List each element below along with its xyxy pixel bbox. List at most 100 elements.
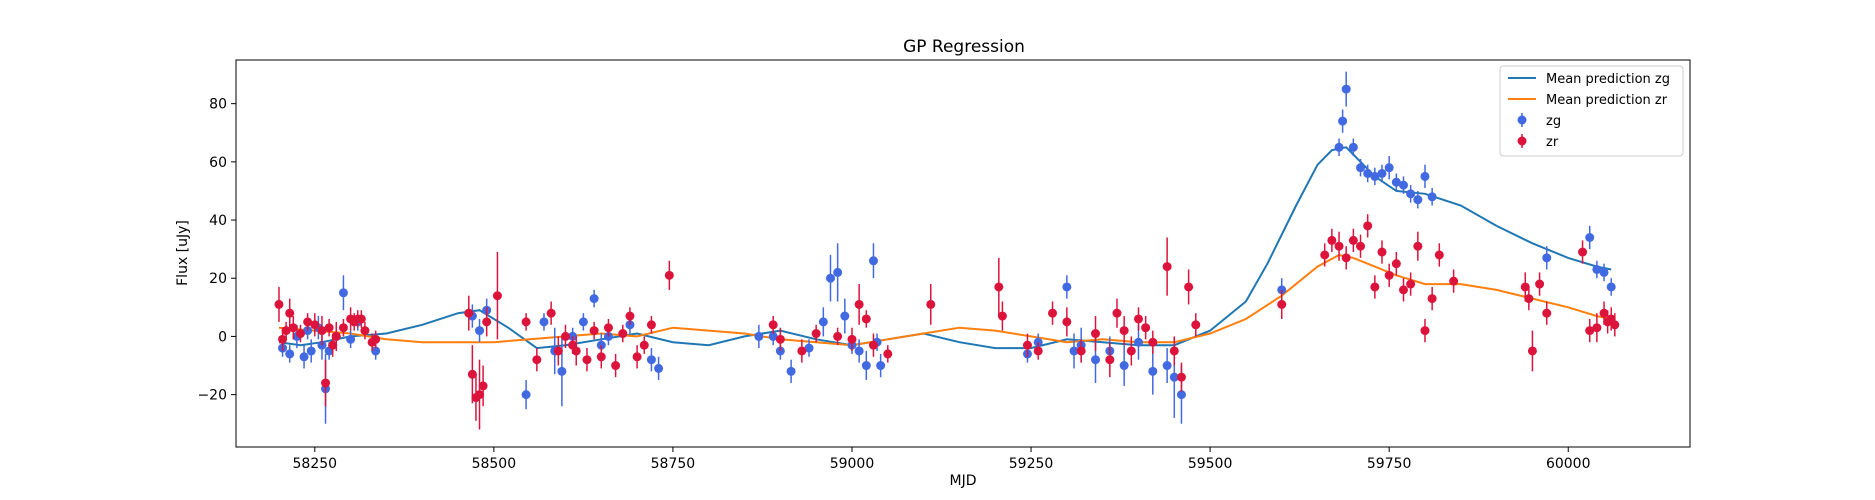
data-point: [1334, 241, 1344, 251]
data-point: [861, 314, 871, 324]
data-point: [1542, 253, 1552, 263]
data-point: [475, 326, 485, 336]
data-point: [1191, 320, 1201, 330]
data-point: [539, 317, 549, 327]
data-point: [876, 361, 886, 371]
data-point: [1370, 282, 1380, 292]
chart-title: GP Regression: [903, 37, 1025, 57]
data-point: [492, 291, 502, 301]
x-tick-label: 58250: [293, 456, 338, 472]
data-point: [532, 355, 542, 365]
data-point: [338, 323, 348, 333]
data-point: [775, 334, 785, 344]
data-point: [338, 288, 348, 298]
data-point: [1334, 142, 1344, 152]
data-point: [625, 311, 635, 321]
legend-label: Mean prediction zg: [1546, 72, 1670, 87]
y-axis: −20 0 20 40 60 80: [197, 97, 236, 404]
data-point: [997, 311, 1007, 321]
data-point: [639, 340, 649, 350]
y-tick-label: 60: [209, 155, 227, 171]
data-point: [818, 317, 828, 327]
data-point: [1069, 346, 1079, 356]
data-point: [1062, 282, 1072, 292]
y-tick-label: 0: [218, 329, 227, 345]
data-point: [833, 267, 843, 277]
data-point: [281, 326, 291, 336]
data-point: [994, 282, 1004, 292]
data-point: [578, 317, 588, 327]
series-points: [274, 71, 1620, 430]
legend-swatch: [1517, 136, 1527, 146]
data-point: [317, 326, 327, 336]
series-line-1: [278, 253, 1612, 347]
axes-frame: [235, 59, 1691, 448]
data-point: [1391, 177, 1401, 187]
data-point: [1592, 323, 1602, 333]
data-point: [1176, 390, 1186, 400]
legend-label: zg: [1546, 114, 1561, 129]
data-point: [310, 320, 320, 330]
data-point: [1524, 294, 1534, 304]
data-point: [1413, 195, 1423, 205]
data-point: [306, 346, 316, 356]
data-point: [1599, 267, 1609, 277]
data-point: [1169, 346, 1179, 356]
data-point: [1427, 294, 1437, 304]
data-point: [768, 320, 778, 330]
data-point: [1413, 241, 1423, 251]
data-point: [557, 366, 567, 376]
data-point: [560, 331, 570, 341]
data-point: [464, 308, 474, 318]
legend-box: [1499, 65, 1684, 157]
legend-swatch: [1517, 115, 1527, 125]
data-point: [1148, 366, 1158, 376]
x-tick-label: 58500: [472, 456, 517, 472]
data-point: [303, 317, 313, 327]
data-point: [328, 340, 338, 350]
data-point: [754, 331, 764, 341]
data-point: [1356, 163, 1366, 173]
data-point: [1363, 221, 1373, 231]
data-point: [360, 326, 370, 336]
data-point: [646, 355, 656, 365]
data-point: [1327, 235, 1337, 245]
data-point: [1105, 355, 1115, 365]
data-point: [1363, 168, 1373, 178]
data-point: [1176, 372, 1186, 382]
data-point: [1091, 355, 1101, 365]
data-point: [331, 331, 341, 341]
data-point: [1391, 259, 1401, 269]
data-point: [664, 270, 674, 280]
data-point: [1277, 299, 1287, 309]
data-point: [1141, 323, 1151, 333]
data-point: [646, 320, 656, 330]
data-point: [478, 381, 488, 391]
data-point: [1585, 326, 1595, 336]
x-tick-label: 59500: [1188, 456, 1233, 472]
data-point: [1585, 232, 1595, 242]
data-point: [883, 349, 893, 359]
data-point: [1033, 346, 1043, 356]
data-point: [274, 299, 284, 309]
data-point: [768, 331, 778, 341]
series-line-0: [278, 146, 1612, 350]
data-point: [571, 346, 581, 356]
data-point: [521, 390, 531, 400]
data-point: [1119, 326, 1129, 336]
data-point: [1320, 250, 1330, 260]
data-point: [1398, 285, 1408, 295]
data-point: [582, 355, 592, 365]
data-point: [1370, 171, 1380, 181]
y-tick-label: −20: [197, 388, 227, 404]
data-point: [1341, 253, 1351, 263]
data-point: [1348, 235, 1358, 245]
data-point: [1022, 340, 1032, 350]
x-axis: 58250 58500 58750 59000 59250 59500 59750 60000: [293, 447, 1591, 472]
data-point: [324, 323, 334, 333]
data-point: [1048, 308, 1058, 318]
data-point: [611, 361, 621, 371]
data-point: [553, 346, 563, 356]
data-point: [299, 352, 309, 362]
x-axis-label: MJD: [950, 473, 977, 489]
